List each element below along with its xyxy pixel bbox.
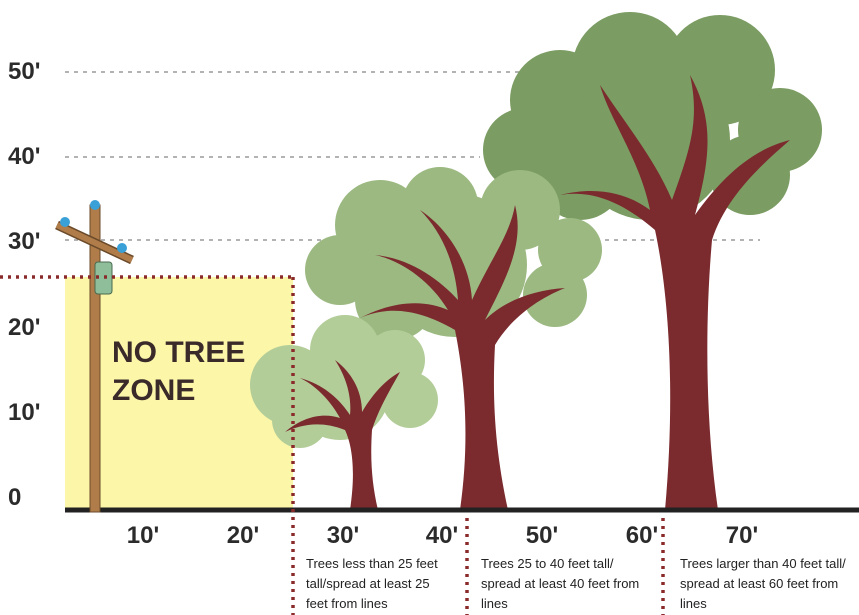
caption: Trees larger than 40 feet tall/ — [680, 556, 846, 571]
caption: lines — [680, 596, 707, 611]
x-axis-label: 60' — [626, 522, 658, 549]
y-axis-label: 20' — [8, 314, 40, 341]
zone-label: ZONE — [112, 374, 195, 407]
caption: Trees less than 25 feet — [306, 556, 438, 571]
x-axis-label: 30' — [327, 522, 359, 549]
y-axis-label: 50' — [8, 58, 40, 85]
diagram: 50' 40' 30' 20' 10' 0 10' 20' 30' 40' 50' 60' 70' NO … — [0, 0, 859, 615]
x-axis-label: 40' — [426, 522, 458, 549]
x-axis-label: 50' — [526, 522, 558, 549]
x-axis-label: 70' — [726, 522, 758, 549]
caption: spread at least 60 feet from — [680, 576, 838, 591]
caption: tall/spread at least 25 — [306, 576, 430, 591]
large-tree — [483, 12, 822, 510]
y-axis-label: 30' — [8, 228, 40, 255]
y-axis-label: 0 — [8, 484, 21, 511]
zone-label: NO TREE — [112, 336, 245, 369]
caption: Trees 25 to 40 feet tall/ — [481, 556, 614, 571]
caption: spread at least 40 feet from — [481, 576, 639, 591]
caption: lines — [481, 596, 508, 611]
y-axis-label: 10' — [8, 399, 40, 426]
x-axis-label: 10' — [127, 522, 159, 549]
caption: feet from lines — [306, 596, 388, 611]
x-axis-label: 20' — [227, 522, 259, 549]
y-axis-label: 40' — [8, 143, 40, 170]
